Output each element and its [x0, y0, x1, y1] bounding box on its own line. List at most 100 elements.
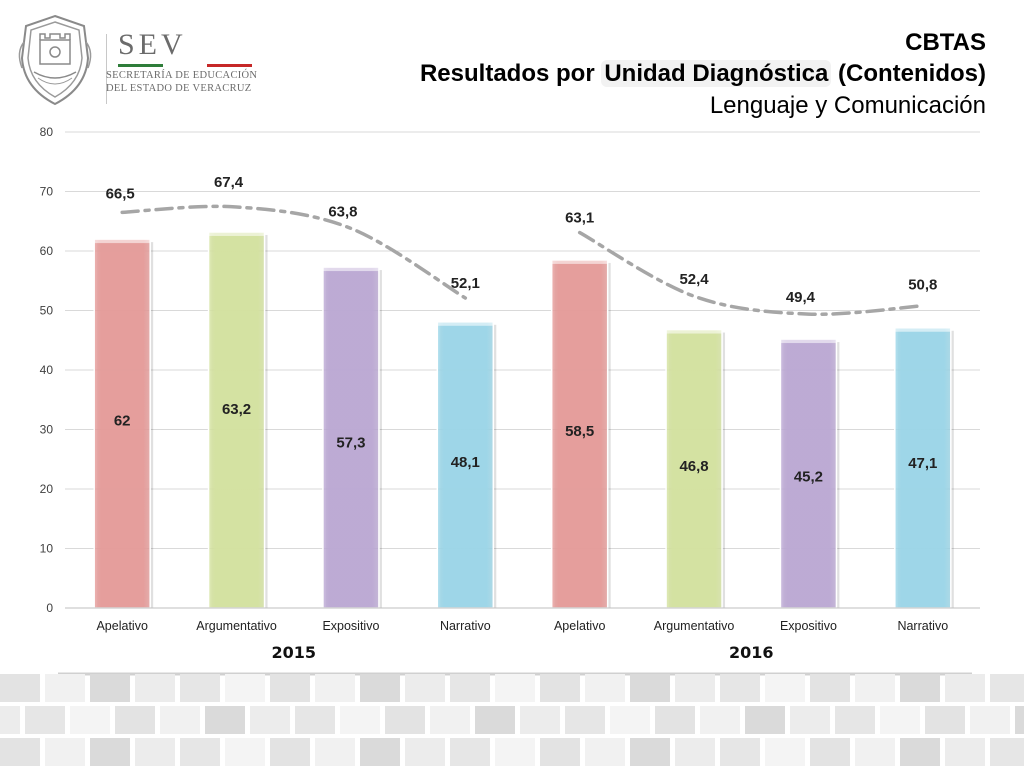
footer-tile	[0, 674, 40, 702]
footer-tile	[70, 706, 110, 734]
bar-value-label: 57,3	[336, 435, 365, 452]
series-line	[120, 204, 468, 300]
bar-value-label: 58,5	[565, 423, 594, 440]
footer-tile	[90, 674, 130, 702]
footer-tile	[540, 738, 580, 766]
line-value-label: 50,8	[908, 277, 937, 294]
logo-subtitle-line1: SECRETARÍA DE EDUCACIÓN	[106, 70, 258, 81]
bar	[550, 259, 609, 609]
line-value-label: 49,4	[786, 289, 816, 306]
group-year-label: 2016	[729, 643, 774, 662]
slide-title: CBTAS Resultados por Unidad Diagnóstica …	[420, 28, 986, 122]
footer-decoration	[0, 674, 1024, 766]
footer-tile	[790, 706, 830, 734]
x-category-label: Argumentativo	[196, 619, 277, 633]
footer-tile	[630, 738, 670, 766]
footer-tile	[540, 674, 580, 702]
title-main-highlight: Unidad Diagnóstica	[601, 60, 832, 87]
bar	[665, 328, 723, 609]
footer-tile	[315, 738, 355, 766]
footer-tile	[475, 706, 515, 734]
footer-tile	[810, 738, 850, 766]
footer-tile	[180, 674, 220, 702]
footer-tile	[450, 738, 490, 766]
logo-wordmark: SEV	[118, 28, 187, 61]
x-category-label: Argumentativo	[654, 619, 735, 633]
footer-tile	[135, 738, 175, 766]
footer-tile	[765, 738, 805, 766]
bar-value-label: 45,2	[794, 469, 823, 486]
x-category-label: Apelativo	[554, 619, 605, 633]
sev-logo: SEV SECRETARÍA DE EDUCACIÓN DEL ESTADO D…	[14, 12, 258, 112]
bar	[894, 327, 952, 609]
bar-value-label: 46,8	[679, 458, 708, 475]
footer-tile	[520, 706, 560, 734]
footer-tile	[855, 738, 895, 766]
footer-tile	[135, 674, 175, 702]
footer-tile	[720, 674, 760, 702]
footer-tile	[90, 738, 130, 766]
line-value-label: 63,1	[565, 210, 594, 227]
footer-tile	[855, 674, 895, 702]
x-category-label: Expositivo	[322, 619, 379, 633]
group-year-label: 2015	[271, 643, 316, 662]
footer-tile	[45, 674, 85, 702]
line-value-label: 52,1	[451, 275, 480, 292]
logo-color-stripe	[118, 64, 253, 67]
footer-tile	[270, 674, 310, 702]
line-value-label: 66,5	[106, 185, 135, 202]
footer-tile	[205, 706, 245, 734]
bar-highlight	[94, 239, 151, 244]
x-category-label: Narrativo	[440, 619, 491, 633]
footer-tile	[250, 706, 290, 734]
footer-tile	[405, 674, 445, 702]
footer-tile	[655, 706, 695, 734]
line-value-label: 63,8	[328, 203, 357, 220]
footer-tile	[900, 674, 940, 702]
bar	[207, 231, 266, 609]
footer-tile	[970, 706, 1010, 734]
footer-tile	[405, 738, 445, 766]
y-tick-label: 70	[40, 185, 54, 199]
y-tick-label: 80	[40, 125, 54, 139]
footer-tile	[25, 706, 65, 734]
footer-tile	[495, 738, 535, 766]
footer-tile	[430, 706, 470, 734]
bar-value-label: 62	[114, 413, 131, 430]
y-tick-label: 30	[40, 423, 54, 437]
footer-tile	[315, 674, 355, 702]
footer-tile	[945, 738, 985, 766]
footer-tile	[225, 674, 265, 702]
footer-tile	[675, 674, 715, 702]
footer-tile	[880, 706, 920, 734]
y-tick-label: 0	[46, 601, 53, 615]
footer-tile	[900, 738, 940, 766]
y-tick-label: 50	[40, 304, 54, 318]
footer-tile	[340, 706, 380, 734]
footer-tile	[700, 706, 740, 734]
footer-tile	[610, 706, 650, 734]
title-main: Resultados por Unidad Diagnóstica (Conte…	[420, 58, 986, 90]
footer-tile	[0, 738, 40, 766]
title-program: CBTAS	[905, 29, 986, 56]
bar-value-label: 63,2	[222, 401, 251, 418]
x-category-label: Narrativo	[897, 619, 948, 633]
y-tick-label: 40	[40, 363, 54, 377]
footer-tile	[945, 674, 985, 702]
title-subject: Lenguaje y Comunicación	[709, 92, 986, 119]
footer-tile	[745, 706, 785, 734]
footer-tile	[990, 674, 1024, 702]
bar-highlight	[437, 321, 494, 326]
footer-tile	[810, 674, 850, 702]
title-main-suffix: (Contenidos)	[831, 60, 986, 87]
footer-tile	[45, 738, 85, 766]
footer-tile	[585, 738, 625, 766]
footer-tile	[925, 706, 965, 734]
footer-tile	[360, 674, 400, 702]
line-value-label: 67,4	[214, 174, 244, 191]
x-category-label: Expositivo	[780, 619, 837, 633]
logo-divider	[106, 34, 107, 104]
footer-tile	[225, 738, 265, 766]
bar-highlight	[551, 259, 608, 264]
